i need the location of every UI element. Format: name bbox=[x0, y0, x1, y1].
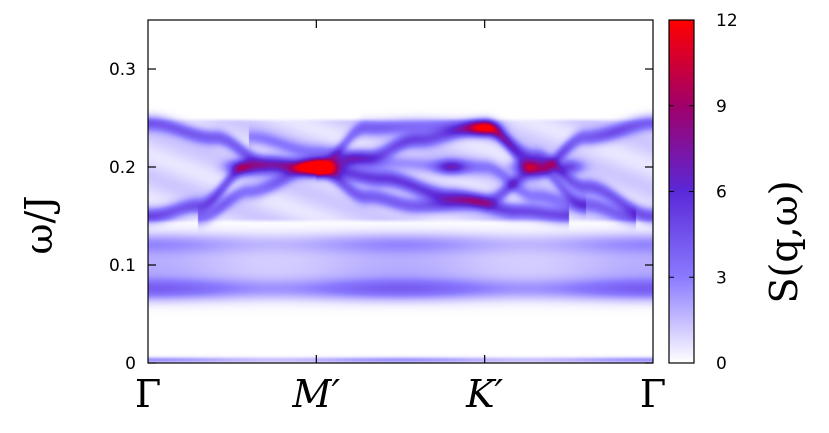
cb-tick-label: 0 bbox=[716, 354, 727, 374]
x-tick-label: M′ bbox=[292, 372, 341, 416]
y-tick-label: 0.2 bbox=[109, 158, 136, 178]
y-axis-ticks: 0 0.1 0.2 0.3 bbox=[109, 60, 653, 374]
x-axis-ticks: Γ M′ K′ Γ bbox=[135, 20, 666, 416]
cb-tick-label: 9 bbox=[716, 97, 727, 117]
y-axis-title: ω/J bbox=[17, 195, 61, 254]
y-tick-label: 0.3 bbox=[109, 60, 136, 80]
cb-tick-label: 12 bbox=[716, 11, 738, 31]
colorbar-title: S(q,ω) bbox=[762, 180, 806, 303]
heatmap-image bbox=[148, 20, 653, 363]
cb-tick-label: 6 bbox=[716, 183, 727, 203]
cb-tick-label: 3 bbox=[716, 268, 727, 288]
x-tick-label: Γ bbox=[640, 372, 666, 416]
y-tick-label: 0 bbox=[125, 354, 136, 374]
y-tick-label: 0.1 bbox=[109, 256, 136, 276]
x-tick-label: Γ bbox=[135, 372, 161, 416]
colorbar-ticks: 0 3 6 9 12 bbox=[669, 11, 738, 374]
x-tick-label: K′ bbox=[465, 372, 503, 416]
plot-frame bbox=[147, 19, 654, 364]
